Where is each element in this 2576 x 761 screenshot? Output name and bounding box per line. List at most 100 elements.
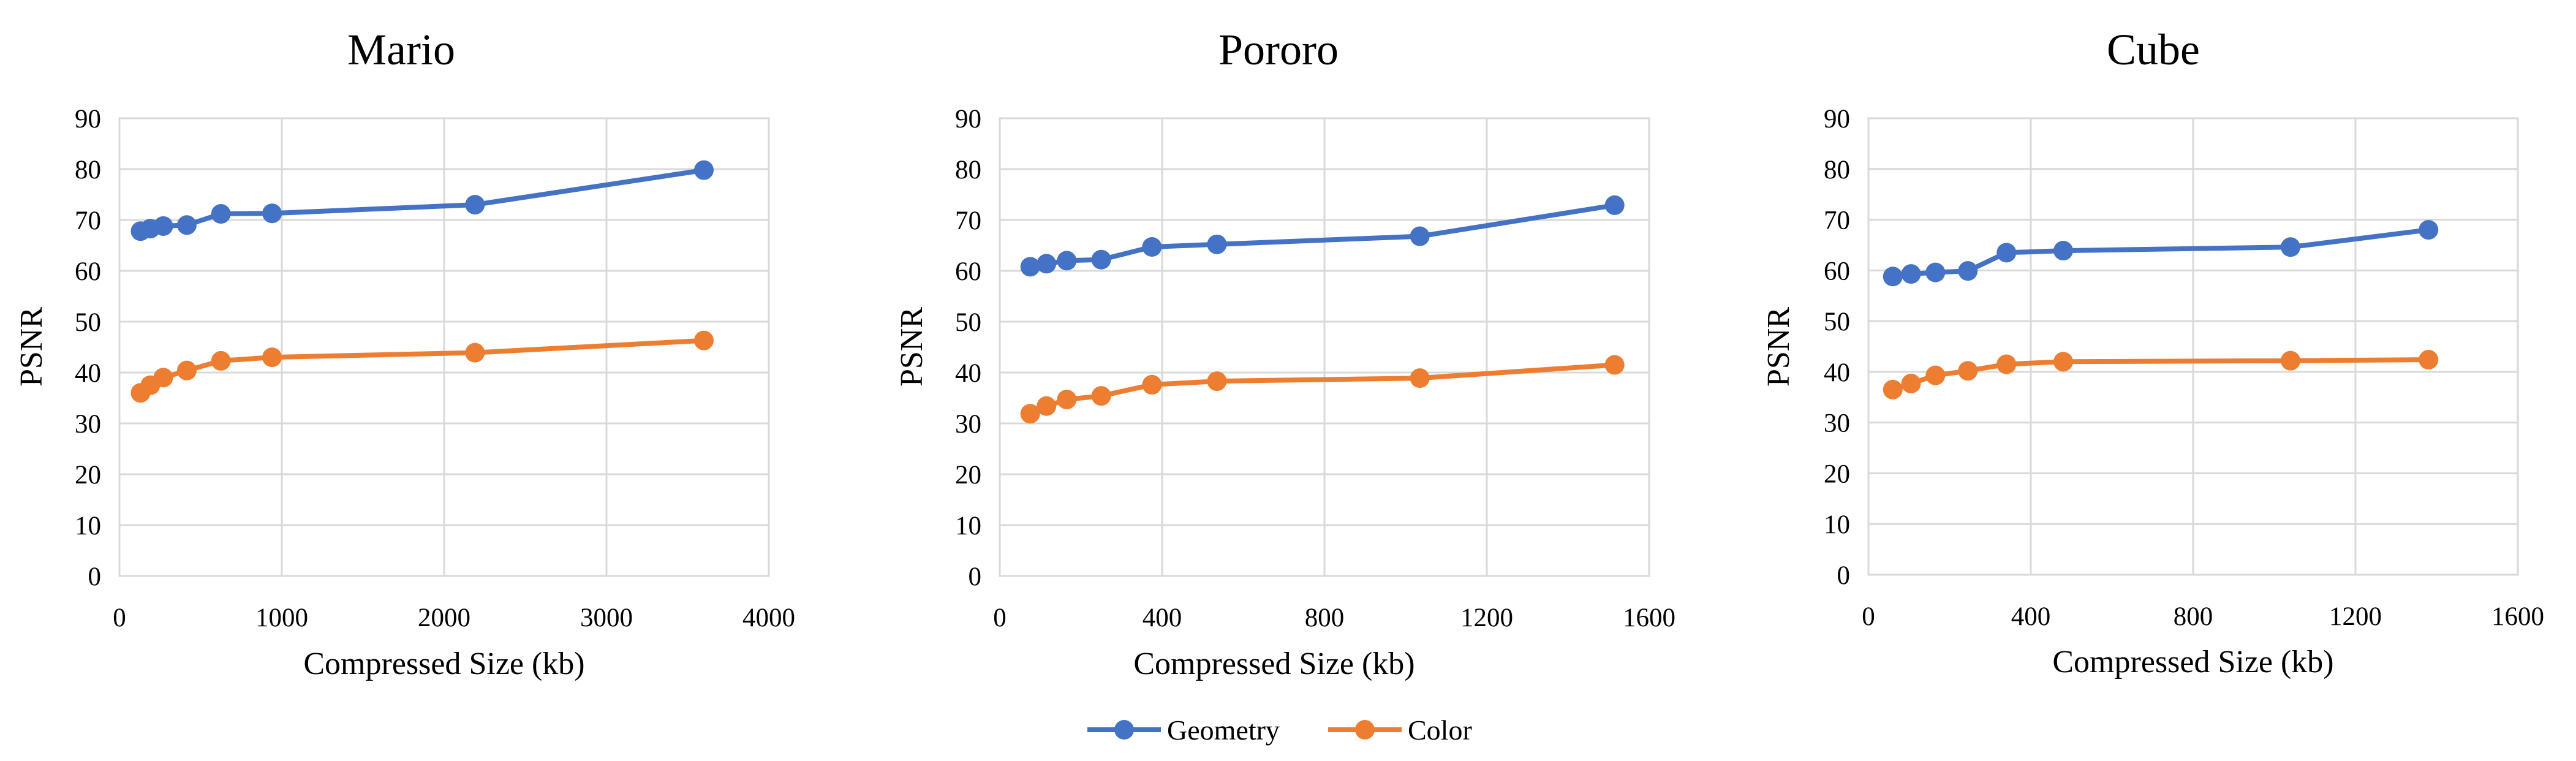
data-point-color	[1020, 404, 1040, 424]
y-tick-label: 80	[75, 156, 101, 184]
legend-marker-geometry	[1114, 720, 1134, 740]
x-tick-label: 1600	[1623, 604, 1675, 632]
y-tick-label: 20	[1824, 460, 1850, 488]
x-tick-label: 4000	[742, 604, 795, 632]
x-axis-label: Compressed Size (kb)	[1133, 646, 1415, 681]
data-point-geometry	[262, 203, 282, 224]
data-point-color	[1604, 355, 1625, 375]
data-point-color	[1901, 373, 1921, 393]
y-tick-label: 30	[1824, 409, 1850, 438]
y-tick-label: 50	[955, 308, 981, 337]
x-tick-label: 1000	[255, 604, 308, 632]
data-point-geometry	[1142, 237, 1162, 257]
legend-marker-color	[1355, 720, 1375, 740]
legend: Geometry Color	[1087, 714, 1472, 746]
y-tick-label: 40	[75, 359, 101, 388]
data-point-geometry	[153, 216, 173, 236]
data-point-color	[1057, 389, 1077, 409]
legend-label-color: Color	[1408, 714, 1472, 746]
data-point-color	[465, 343, 485, 363]
data-point-geometry	[1901, 264, 1921, 284]
x-tick-label: 1200	[2329, 602, 2382, 631]
y-tick-label: 0	[969, 562, 982, 591]
chart-panel-pororo: Pororo PSNR Compressed Size (kb) 0 10 20 30…	[894, 25, 1675, 681]
data-point-color	[2053, 352, 2073, 372]
y-tick-label: 50	[75, 308, 101, 337]
data-point-geometry	[1604, 195, 1625, 215]
legend-entry-color: Color	[1328, 714, 1472, 746]
data-point-color	[1037, 396, 1057, 416]
x-axis-label: Compressed Size (kb)	[303, 646, 584, 681]
y-tick-label: 10	[1824, 510, 1850, 539]
y-tick-label: 0	[88, 562, 102, 591]
data-point-geometry	[1057, 251, 1077, 271]
y-axis-label: PSNR	[894, 307, 929, 387]
y-tick-label: 70	[1824, 206, 1850, 235]
y-tick-label: 20	[955, 461, 981, 490]
data-point-geometry	[694, 160, 714, 180]
data-point-color	[153, 368, 173, 388]
x-tick-label: 400	[1143, 604, 1182, 632]
y-tick-label: 60	[75, 257, 101, 286]
plot-area	[1867, 117, 2519, 576]
y-tick-label: 40	[955, 359, 981, 388]
y-tick-label: 70	[75, 206, 101, 235]
data-point-geometry	[1996, 243, 2017, 263]
data-point-color	[1410, 368, 1430, 388]
data-point-color	[1996, 354, 2017, 374]
data-point-color	[1207, 371, 1227, 392]
y-tick-label: 80	[955, 156, 981, 184]
data-point-color	[211, 350, 231, 371]
y-tick-label: 70	[955, 206, 981, 235]
y-axis-label: PSNR	[1761, 307, 1796, 387]
plot-area	[999, 117, 1650, 577]
y-tick-label: 30	[75, 410, 101, 439]
data-point-color	[2419, 350, 2439, 370]
data-point-geometry	[2281, 237, 2300, 257]
data-point-geometry	[1410, 226, 1430, 246]
y-tick-label: 40	[1824, 358, 1850, 387]
data-point-geometry	[1925, 262, 1946, 282]
data-point-geometry	[1037, 254, 1057, 274]
chart-panel-cube: Cube PSNR Compressed Size (kb) 0 10 20 30 40…	[1761, 25, 2544, 680]
y-tick-label: 90	[1824, 105, 1850, 134]
chart-panel-mario: Mario PSNR Compressed Size (kb) 0 10 20 30 4…	[14, 25, 795, 681]
data-point-color	[1958, 361, 1978, 381]
data-point-geometry	[2419, 220, 2439, 240]
data-point-color	[176, 360, 197, 380]
data-point-geometry	[1958, 261, 1978, 281]
data-point-geometry	[2053, 241, 2073, 261]
data-point-color	[1142, 374, 1162, 395]
x-tick-label: 400	[2011, 602, 2051, 631]
data-point-color	[1883, 379, 1903, 399]
x-tick-label: 0	[1862, 602, 1875, 631]
y-tick-label: 80	[1824, 156, 1850, 184]
data-point-geometry	[465, 195, 485, 215]
chart-title: Pororo	[1218, 25, 1339, 74]
y-tick-label: 10	[75, 512, 101, 540]
y-tick-label: 60	[1824, 257, 1850, 286]
x-tick-label: 0	[993, 604, 1007, 632]
x-axis-label: Compressed Size (kb)	[2052, 645, 2333, 680]
y-tick-label: 50	[1824, 308, 1850, 336]
legend-entry-geometry: Geometry	[1087, 714, 1280, 746]
data-point-color	[262, 347, 282, 368]
data-point-color	[1925, 365, 1946, 385]
y-tick-label: 20	[75, 461, 101, 490]
x-tick-label: 1200	[1460, 604, 1513, 632]
plot-area	[118, 117, 770, 577]
x-tick-label: 800	[1305, 604, 1345, 632]
data-point-geometry	[211, 204, 231, 224]
y-axis-label: PSNR	[14, 307, 49, 387]
x-tick-label: 800	[2174, 602, 2213, 631]
y-tick-label: 90	[955, 105, 981, 134]
data-point-color	[694, 330, 714, 350]
y-tick-label: 30	[955, 410, 981, 439]
x-tick-label: 1600	[2491, 602, 2544, 631]
data-point-geometry	[1091, 249, 1111, 270]
data-point-geometry	[1883, 267, 1903, 287]
data-point-geometry	[176, 215, 197, 235]
x-tick-label: 2000	[418, 604, 470, 632]
y-tick-label: 90	[75, 105, 101, 134]
